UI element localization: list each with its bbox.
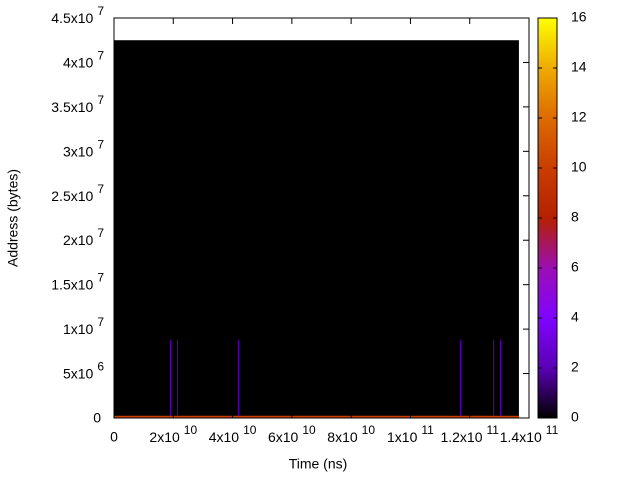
tick-label-exponent: 11: [546, 423, 559, 437]
x-tick-label: 1.2x10 11: [440, 423, 499, 445]
y-tick-label: 4x10 7: [63, 49, 104, 71]
tick-label-exponent: 6: [97, 360, 104, 374]
x-tick-label: 1x10 11: [387, 423, 434, 445]
colorbar-tick-label: 6: [571, 259, 579, 275]
y-tick-label: 4.5x10 7: [51, 4, 104, 26]
tick-label-base: 4x10: [63, 54, 94, 70]
y-tick-label: 1x10 7: [63, 315, 104, 337]
x-tick-label: 4x10 10: [209, 423, 257, 445]
colorbar-tick-label: 8: [571, 209, 579, 225]
tick-label-exponent: 7: [97, 315, 104, 329]
heatmap-cell: [170, 339, 172, 416]
x-axis-label: Time (ns): [289, 456, 348, 472]
tick-label-base: 1.5x10: [51, 276, 93, 292]
y-tick-label: 2.5x10 7: [51, 182, 104, 204]
tick-label-base: 4x10: [209, 429, 240, 445]
tick-label-exponent: 10: [243, 423, 257, 437]
y-tick-label: 3.5x10 7: [51, 93, 104, 115]
y-tick-label: 0: [93, 410, 101, 426]
y-tick-label: 5x10 6: [63, 360, 104, 382]
tick-label-exponent: 7: [97, 4, 104, 18]
x-tick-label: 2x10 10: [149, 423, 197, 445]
tick-label-base: 1x10: [387, 429, 418, 445]
tick-label-exponent: 7: [97, 49, 104, 63]
tick-label-exponent: 7: [97, 182, 104, 196]
heatmap-cell: [237, 339, 239, 416]
tick-label-base: 6x10: [268, 429, 299, 445]
heatmap-cell: [499, 339, 501, 416]
x-tick-label: 6x10 10: [268, 423, 316, 445]
tick-label-base: 4.5x10: [51, 10, 93, 26]
plot-border: [113, 17, 530, 419]
x-tick-label: 0: [110, 429, 118, 445]
heatmap: [114, 40, 519, 418]
tick-label-base: 2x10: [63, 232, 94, 248]
heatmap-cell: [114, 40, 519, 418]
y-axis-label: Address (bytes): [5, 169, 21, 267]
tick-label-exponent: 10: [362, 423, 376, 437]
tick-label-exponent: 7: [97, 138, 104, 152]
tick-label-base: 1x10: [63, 321, 94, 337]
tick-label-exponent: 10: [184, 423, 198, 437]
tick-label-base: 5x10: [63, 365, 94, 381]
tick-label-base: 8x10: [327, 429, 358, 445]
heatmap-cell: [459, 339, 461, 416]
tick-label-exponent: 7: [97, 226, 104, 240]
heatmap-cell: [176, 339, 178, 416]
colorbar-tick-label: 12: [571, 109, 587, 125]
tick-label-exponent: 7: [97, 271, 104, 285]
colorbar-tick-label: 4: [571, 309, 579, 325]
tick-label-exponent: 10: [302, 423, 316, 437]
x-tick-label: 1.4x10 11: [500, 423, 559, 445]
tick-label-exponent: 11: [421, 423, 434, 437]
y-tick-label: 3x10 7: [63, 138, 104, 160]
tick-label-base: 2.5x10: [51, 187, 93, 203]
y-tick-label: 1.5x10 7: [51, 271, 104, 293]
colorbar-tick-label: 16: [571, 9, 587, 25]
colorbar-tick-label: 14: [571, 59, 587, 75]
colorbar-tick-label: 2: [571, 359, 579, 375]
tick-label-exponent: 7: [97, 93, 104, 107]
tick-label-base: 2x10: [149, 429, 180, 445]
x-tick-label: 8x10 10: [327, 423, 375, 445]
tick-label-base: 3.5x10: [51, 99, 93, 115]
tick-label-base: 1.2x10: [440, 429, 482, 445]
heatmap-cell: [493, 339, 495, 416]
colorbar-tick-label: 10: [571, 159, 587, 175]
tick-label-exponent: 11: [487, 423, 500, 437]
tick-label-base: 1.4x10: [500, 429, 542, 445]
heatmap-cell: [114, 415, 519, 418]
colorbar-tick-label: 0: [571, 409, 579, 425]
y-tick-label: 2x10 7: [63, 226, 104, 248]
tick-label-base: 3x10: [63, 143, 94, 159]
